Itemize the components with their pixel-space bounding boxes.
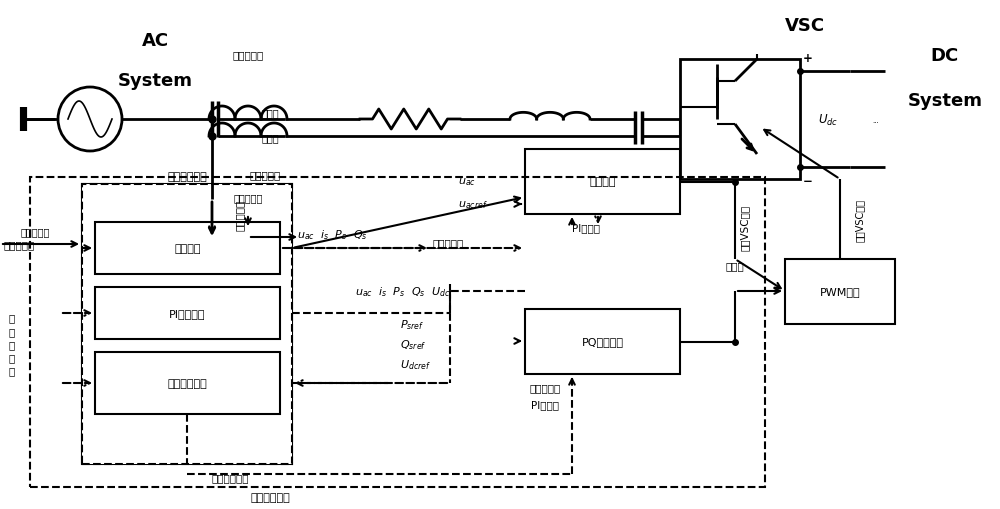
Bar (525, 309, 680, 374)
Text: 调制波: 调制波 (726, 261, 744, 271)
Text: 控制VSC阀组: 控制VSC阀组 (740, 205, 750, 250)
Text: 公共耦合点: 公共耦合点 (232, 50, 264, 60)
Text: 幅相控制: 幅相控制 (589, 177, 616, 187)
Text: 量测电气量: 量测电气量 (249, 169, 281, 180)
Bar (525, 150, 680, 215)
Text: DC: DC (931, 47, 959, 65)
Text: System: System (907, 92, 982, 110)
Bar (95, 222, 280, 274)
Text: PI重置值: PI重置值 (531, 399, 559, 409)
Text: 内环、外环: 内环、外环 (529, 382, 561, 392)
Text: $u_{ac}$  $i_s$  $P_s$  $Q_s$: $u_{ac}$ $i_s$ $P_s$ $Q_s$ (297, 228, 368, 241)
Text: $u_{ac}$: $u_{ac}$ (458, 176, 476, 187)
Text: 二次侧: 二次侧 (262, 133, 280, 143)
Text: $U_{dcref}$: $U_{dcref}$ (400, 357, 431, 371)
Text: $u_{acref}$: $u_{acref}$ (458, 199, 488, 211)
Text: 控制VSC阀组: 控制VSC阀组 (855, 198, 865, 241)
Text: AC: AC (141, 32, 169, 50)
Text: 整
定
值
锁
定: 整 定 值 锁 定 (9, 313, 15, 376)
Text: −: − (803, 175, 813, 188)
Bar (95, 352, 280, 414)
Text: ...: ... (872, 118, 879, 124)
Text: $Q_{sref}$: $Q_{sref}$ (400, 337, 427, 351)
Text: PQ解耦控制: PQ解耦控制 (582, 337, 624, 347)
Text: 平滑切换策略: 平滑切换策略 (167, 172, 207, 182)
Bar (30, 178, 765, 487)
Text: PWM调制: PWM调制 (820, 287, 860, 297)
Bar (785, 260, 895, 324)
Text: 量测电气量: 量测电气量 (235, 199, 245, 230)
Text: System: System (118, 72, 193, 90)
Text: 控制切换信号: 控制切换信号 (168, 378, 207, 388)
Bar (82, 185, 292, 464)
Text: 量测电气量: 量测电气量 (233, 192, 263, 203)
Bar (95, 288, 280, 340)
Text: 量测电气量: 量测电气量 (3, 240, 34, 249)
Text: 相角跟踪: 相角跟踪 (174, 243, 201, 253)
Text: VSC: VSC (785, 17, 825, 35)
Text: 量测电气量: 量测电气量 (20, 227, 50, 237)
Bar (680, 60, 800, 180)
Text: $u_{ac}$  $i_s$  $P_s$  $Q_s$  $U_{dc}$: $u_{ac}$ $i_s$ $P_s$ $Q_s$ $U_{dc}$ (355, 285, 451, 298)
Text: 切换控制策略: 切换控制策略 (211, 472, 249, 482)
Text: $P_{sref}$: $P_{sref}$ (400, 318, 424, 331)
Bar (82, 185, 292, 464)
Text: PI重置值: PI重置值 (572, 222, 600, 233)
Text: $U_{dc}$: $U_{dc}$ (818, 112, 838, 127)
Text: 切换控制策略: 切换控制策略 (250, 492, 290, 502)
Text: 一次侧: 一次侧 (262, 108, 280, 118)
Text: +: + (803, 51, 813, 64)
Text: 相角跟踪值: 相角跟踪值 (432, 238, 463, 247)
Text: PI参数整定: PI参数整定 (169, 308, 206, 318)
